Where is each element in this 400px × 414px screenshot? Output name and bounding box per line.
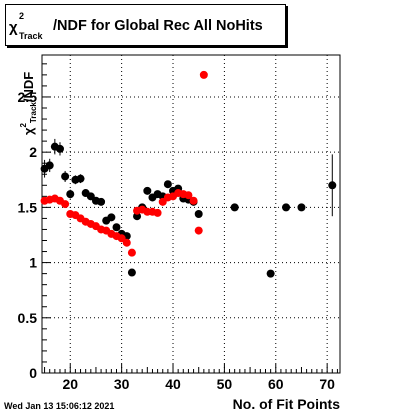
title-superscript: 2 bbox=[19, 11, 25, 21]
ylabel-chi-symbol: χ bbox=[21, 127, 36, 135]
black-data-point bbox=[328, 181, 337, 190]
black-data-point bbox=[230, 203, 239, 212]
y-tick-label: 2 bbox=[29, 144, 37, 160]
data-points bbox=[40, 70, 337, 278]
black-data-point bbox=[266, 269, 275, 278]
y-tick-label: 1 bbox=[29, 255, 37, 271]
black-data-point bbox=[107, 213, 116, 222]
red-data-point bbox=[122, 238, 131, 247]
black-data-point bbox=[297, 203, 306, 212]
y-tick-label: 2.5 bbox=[18, 89, 38, 105]
ylabel-text: /NDF bbox=[21, 71, 36, 103]
x-tick-label: 50 bbox=[217, 376, 233, 392]
black-data-point bbox=[66, 190, 75, 199]
red-data-point bbox=[127, 248, 136, 257]
black-data-point bbox=[55, 144, 64, 153]
x-tick-label: 70 bbox=[319, 376, 335, 392]
red-data-point bbox=[194, 226, 203, 235]
black-data-point bbox=[194, 210, 203, 218]
x-axis-label: No. of Fit Points bbox=[232, 396, 340, 412]
black-data-point bbox=[97, 197, 106, 206]
x-tick-label: 30 bbox=[114, 376, 130, 392]
red-data-point bbox=[199, 70, 208, 79]
grid-lines bbox=[42, 55, 340, 373]
chart-title-box: χ 2 Track /NDF for Global Rec All NoHits bbox=[5, 4, 286, 46]
black-data-point bbox=[112, 223, 121, 232]
black-data-point bbox=[127, 268, 136, 277]
tick-labels: 20 30 40 50 60 70 0 0.5 1 1.5 2 2.5 bbox=[18, 89, 336, 392]
y-tick-label: 1.5 bbox=[18, 199, 38, 215]
ylabel-superscript: 2 bbox=[19, 123, 28, 128]
y-tick-label: 0 bbox=[29, 365, 37, 381]
plot-frame bbox=[41, 54, 341, 374]
red-data-point bbox=[189, 196, 198, 205]
black-data-point bbox=[61, 172, 70, 181]
chart-title: /NDF for Global Rec All NoHits bbox=[53, 18, 263, 34]
red-data-point bbox=[184, 191, 193, 200]
black-data-point bbox=[45, 161, 54, 170]
timestamp: Wed Jan 13 15:06:12 2021 bbox=[4, 401, 115, 411]
black-data-point bbox=[76, 174, 85, 183]
black-data-point bbox=[282, 203, 291, 212]
y-axis-label: χ2Track/NDF bbox=[10, 40, 44, 135]
x-tick-label: 60 bbox=[268, 376, 284, 392]
x-tick-label: 40 bbox=[165, 376, 181, 392]
red-data-point bbox=[61, 200, 70, 209]
black-data-point bbox=[143, 186, 152, 195]
y-tick-label: 0.5 bbox=[18, 310, 38, 326]
title-subscript: Track bbox=[19, 31, 43, 41]
axis-ticks bbox=[42, 63, 338, 374]
ylabel-subscript: Track bbox=[29, 102, 38, 124]
black-data-point bbox=[163, 180, 172, 189]
black-data-point bbox=[133, 212, 142, 221]
title-chi-symbol: χ bbox=[9, 19, 18, 36]
red-data-point bbox=[153, 208, 162, 217]
x-tick-label: 20 bbox=[62, 376, 78, 392]
